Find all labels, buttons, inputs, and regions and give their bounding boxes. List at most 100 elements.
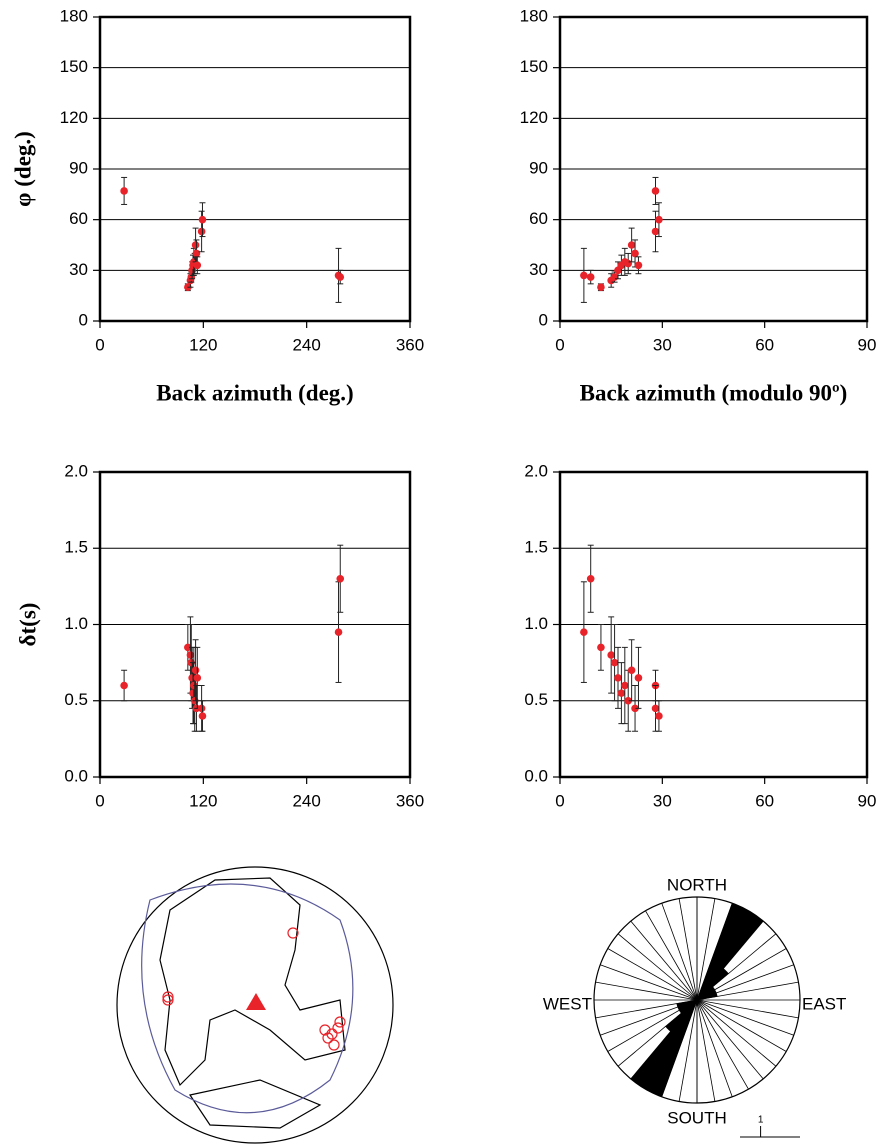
data-point <box>192 249 201 258</box>
data-point <box>580 628 588 636</box>
y-tick-label: 180 <box>60 6 88 25</box>
x-tick-label: 120 <box>189 791 217 810</box>
data-point <box>627 241 636 249</box>
data-point <box>624 696 633 705</box>
x-tick-label: 60 <box>755 791 774 810</box>
data-point <box>655 215 663 224</box>
data-point <box>597 643 605 652</box>
compass-label: WEST <box>543 994 592 1013</box>
data-point <box>627 666 636 675</box>
rose-spoke <box>595 999 698 1019</box>
y-tick-label: 2.0 <box>524 461 548 480</box>
data-point <box>586 574 595 583</box>
data-point <box>617 689 626 697</box>
rose-spoke <box>696 999 733 1097</box>
y-tick-label: 30 <box>529 260 548 279</box>
x-tick-label: 240 <box>292 791 320 810</box>
rose-spoke <box>600 964 698 1001</box>
data-point <box>631 704 639 713</box>
y-tick-label: 1.5 <box>64 538 88 557</box>
rose-spoke <box>595 981 698 1001</box>
x-tick-label: 0 <box>95 791 104 810</box>
data-point <box>184 643 192 652</box>
y-tick-label: 1.5 <box>524 538 548 557</box>
compass-label: SOUTH <box>667 1108 727 1127</box>
data-point <box>336 273 345 281</box>
rose-spoke <box>696 910 749 1001</box>
data-point <box>651 704 660 713</box>
data-point <box>198 215 207 224</box>
y-tick-label: 180 <box>520 6 548 25</box>
data-point <box>597 283 605 292</box>
x-tick-label: 0 <box>95 335 104 354</box>
data-point <box>586 273 595 281</box>
x-tick-label: 240 <box>292 335 320 354</box>
data-point <box>655 712 663 720</box>
x-tick-label: 0 <box>555 335 564 354</box>
rose-spoke <box>696 999 799 1019</box>
rose-spoke <box>696 999 716 1102</box>
data-point <box>193 261 202 270</box>
x-tick-label: 60 <box>755 335 774 354</box>
data-point <box>198 712 207 720</box>
rose-spoke <box>607 999 698 1052</box>
data-point <box>191 666 200 675</box>
data-point <box>610 658 619 667</box>
data-point <box>197 227 206 236</box>
data-point <box>186 651 195 659</box>
rose-spoke <box>696 999 777 1067</box>
y-tick-label: 150 <box>520 57 548 76</box>
rose-spoke <box>678 999 698 1102</box>
data-point <box>120 681 128 690</box>
x-tick-label: 360 <box>396 791 424 810</box>
y-tick-label: 0.0 <box>64 766 88 785</box>
map-globe <box>116 866 394 1144</box>
rose-spoke <box>696 948 787 1001</box>
y-tick-label: 0.0 <box>524 766 548 785</box>
x-axis-label: Back azimuth (deg.) <box>156 380 353 405</box>
events <box>162 927 346 1051</box>
y-tick-label: 0 <box>79 310 88 329</box>
rose-spoke <box>600 999 698 1036</box>
data-point <box>651 227 660 236</box>
y-axis-label: φ (deg.) <box>10 131 35 207</box>
map <box>116 866 394 1144</box>
y-tick-label: 1.0 <box>524 614 548 633</box>
y-tick-label: 150 <box>60 57 88 76</box>
rose-spoke <box>630 999 698 1080</box>
plot-frame <box>558 470 869 779</box>
y-tick-label: 30 <box>69 260 88 279</box>
y-tick-label: 0.5 <box>64 690 88 709</box>
rose-spoke <box>617 999 698 1067</box>
map-land <box>189 1079 322 1129</box>
rose-spoke <box>696 920 764 1001</box>
rose-spoke <box>696 999 787 1052</box>
data-point <box>634 674 643 682</box>
data-point <box>634 261 643 270</box>
data-point <box>580 271 588 280</box>
rose-spoke <box>630 920 698 1001</box>
x-tick-label: 90 <box>858 335 877 354</box>
plot-frame <box>98 15 412 323</box>
x-tick-label: 360 <box>396 335 424 354</box>
data-point <box>651 187 660 195</box>
data-point <box>621 681 629 690</box>
data-point <box>193 674 202 682</box>
y-tick-label: 2.0 <box>64 461 88 480</box>
compass-label: EAST <box>802 994 846 1013</box>
scale-label: 1 <box>758 1115 764 1126</box>
plot-frame <box>558 15 869 323</box>
y-tick-label: 0.5 <box>524 690 548 709</box>
data-point <box>607 651 615 659</box>
rose-spoke <box>617 933 698 1001</box>
y-tick-label: 1.0 <box>64 614 88 633</box>
x-tick-label: 90 <box>858 791 877 810</box>
data-point <box>336 574 345 583</box>
y-tick-label: 60 <box>69 209 88 228</box>
rose-spoke <box>696 999 749 1090</box>
x-axis-label: Back azimuth (modulo 90º) <box>580 380 848 405</box>
data-point <box>614 674 622 682</box>
map-plate-boundary <box>141 883 354 1114</box>
data-point <box>334 628 343 636</box>
